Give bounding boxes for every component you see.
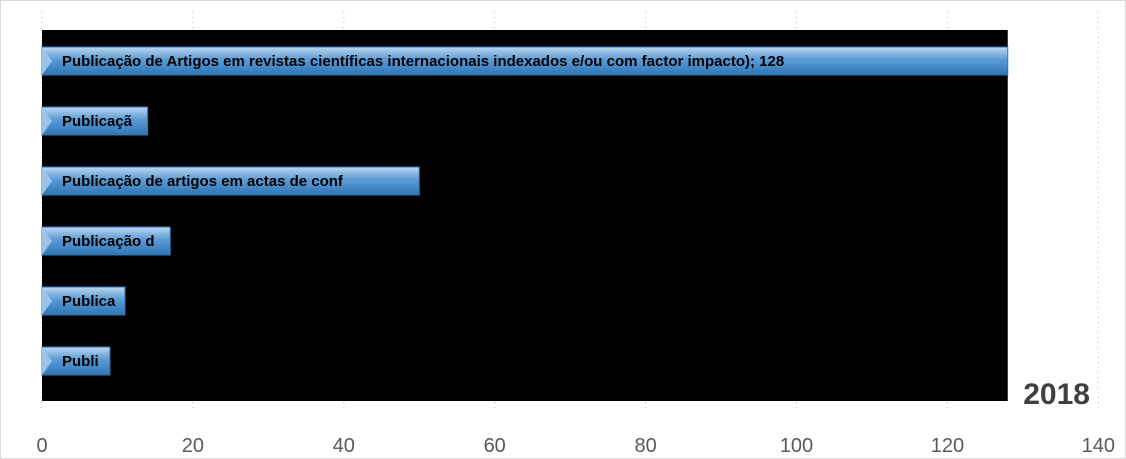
bar-group: Publicação de Artigos em revistas cientí…	[41, 46, 1009, 76]
bar-bevel	[42, 287, 52, 315]
bar-bevel	[42, 167, 52, 195]
bar-data-label: Publicação de Artigos em revistas cientí…	[62, 53, 784, 70]
bar-bevel	[42, 347, 52, 375]
x-tick-label: 80	[634, 435, 656, 457]
x-tick-label: 40	[333, 435, 355, 457]
bar-group: Publicação d	[41, 226, 171, 256]
bar-data-label: Publica	[62, 293, 116, 310]
bar-bevel	[42, 107, 52, 135]
bar-bevel	[42, 227, 52, 255]
x-tick-label: 60	[484, 435, 506, 457]
bars: Publicação de Artigos em revistas cientí…	[41, 46, 1009, 376]
bar-group: Publicaçã	[41, 106, 149, 136]
x-tick-label: 20	[182, 435, 204, 457]
year-label: 2018	[1023, 378, 1090, 411]
x-tick-label: 120	[931, 435, 964, 457]
bar-group: Publicação de artigos em actas de conf	[41, 166, 420, 196]
x-tick-label: 0	[36, 435, 47, 457]
bar-data-label: Publi	[62, 353, 99, 370]
bar-data-label: Publicação de artigos em actas de conf	[62, 173, 344, 190]
bar-group: Publica	[41, 286, 126, 316]
bar	[41, 106, 149, 136]
bar	[41, 226, 171, 256]
bar-data-label: Publicaçã	[62, 113, 133, 130]
x-axis-ticks: 0 20 40 60 80 100 120 140	[36, 435, 1115, 457]
x-tick-label: 100	[780, 435, 813, 457]
bar	[41, 286, 126, 316]
bar-data-label: Publicação d	[62, 233, 155, 250]
x-tick-label: 140	[1082, 435, 1115, 457]
plot-area	[42, 30, 1008, 401]
bar	[41, 166, 420, 196]
bar-group: Publi	[41, 346, 111, 376]
bar-bevel	[42, 47, 52, 75]
